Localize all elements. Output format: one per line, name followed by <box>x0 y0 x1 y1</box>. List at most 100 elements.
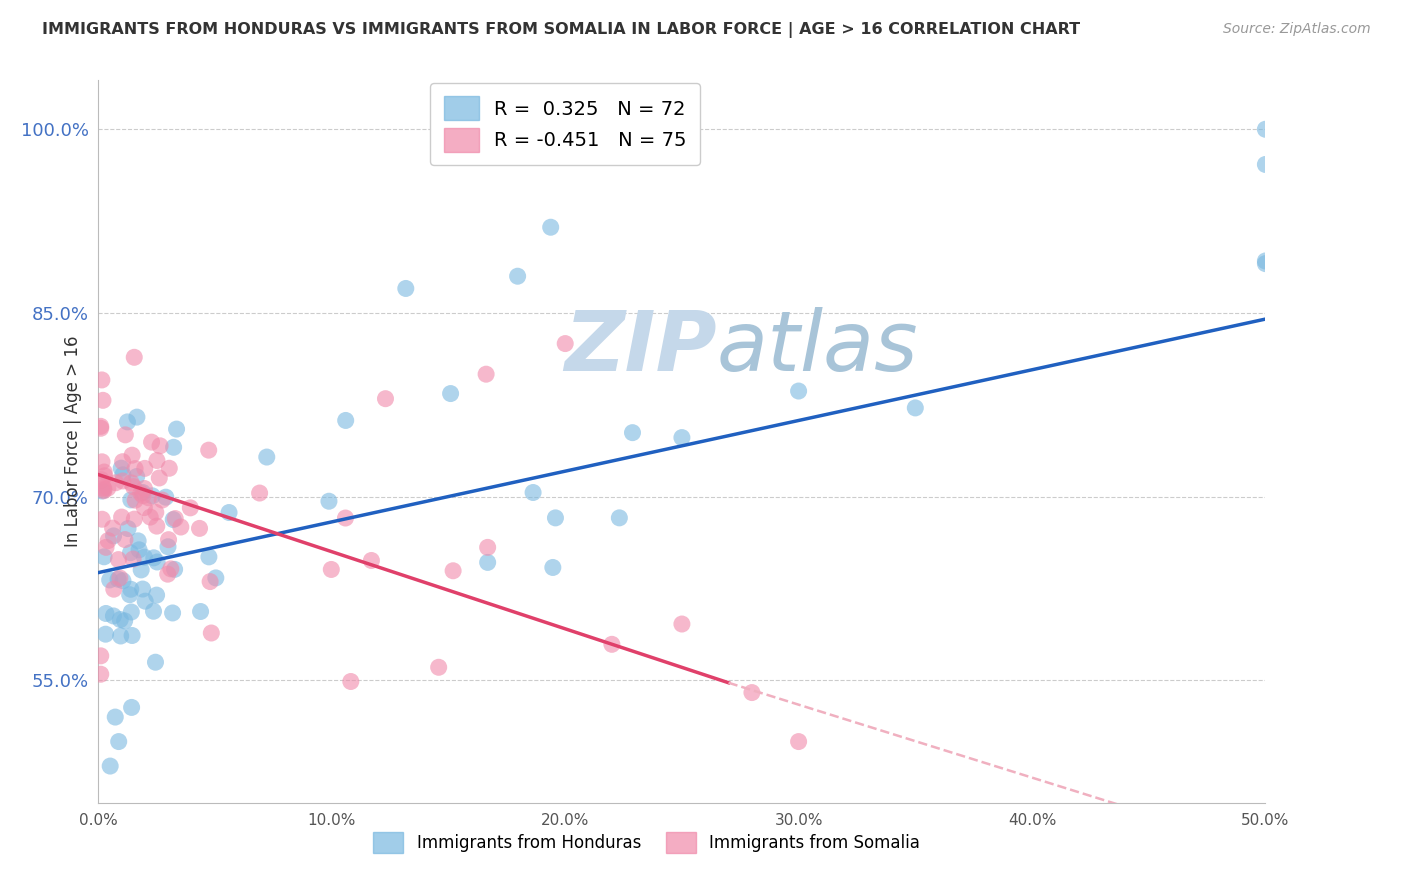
Point <box>98 573 121 587</box>
Point <box>120 475 142 490</box>
Point <box>139 510 162 524</box>
Point <box>91 483 114 498</box>
Point <box>1254 257 1277 271</box>
Point <box>374 392 396 406</box>
Point <box>120 546 142 560</box>
Y-axis label: In Labor Force | Age > 16: In Labor Force | Age > 16 <box>63 335 82 548</box>
Point <box>162 440 184 454</box>
Point <box>1254 254 1277 268</box>
Point <box>104 710 127 724</box>
Point <box>506 269 529 284</box>
Point <box>146 555 169 569</box>
Point <box>477 555 499 569</box>
Point <box>124 512 146 526</box>
Point <box>157 533 180 547</box>
Point <box>107 572 129 586</box>
Point <box>114 533 136 547</box>
Point <box>131 582 153 596</box>
Text: IMMIGRANTS FROM HONDURAS VS IMMIGRANTS FROM SOMALIA IN LABOR FORCE | AGE > 16 CO: IMMIGRANTS FROM HONDURAS VS IMMIGRANTS F… <box>42 22 1080 38</box>
Point <box>522 485 544 500</box>
Point <box>148 471 170 485</box>
Point <box>150 493 173 508</box>
Point <box>107 552 129 566</box>
Point <box>340 674 363 689</box>
Point <box>190 605 212 619</box>
Point <box>134 461 156 475</box>
Point <box>477 541 499 555</box>
Point <box>205 571 228 585</box>
Point <box>94 627 117 641</box>
Point <box>166 422 188 436</box>
Point <box>170 520 193 534</box>
Point <box>541 560 564 574</box>
Point <box>609 511 631 525</box>
Point <box>90 421 112 435</box>
Point <box>94 607 117 621</box>
Point <box>395 281 418 295</box>
Point <box>111 474 134 488</box>
Point <box>128 542 150 557</box>
Point <box>787 384 810 398</box>
Point <box>117 415 139 429</box>
Point <box>256 450 278 464</box>
Point <box>90 667 112 681</box>
Point <box>122 351 145 365</box>
Point <box>114 428 136 442</box>
Point <box>157 461 180 475</box>
Point <box>122 480 145 494</box>
Point <box>129 486 152 500</box>
Point <box>540 220 562 235</box>
Point <box>110 613 132 627</box>
Point <box>110 510 132 524</box>
Point <box>93 481 115 495</box>
Point <box>198 549 221 564</box>
Point <box>475 367 498 381</box>
Point <box>335 511 357 525</box>
Point <box>124 461 146 475</box>
Point <box>132 489 155 503</box>
Point <box>145 505 167 519</box>
Point <box>165 511 187 525</box>
Point <box>318 494 340 508</box>
Point <box>600 637 623 651</box>
Point <box>121 448 143 462</box>
Point <box>741 685 763 699</box>
Point <box>90 419 112 434</box>
Point <box>91 455 114 469</box>
Point <box>427 660 450 674</box>
Point <box>904 401 927 415</box>
Point <box>134 482 156 496</box>
Point <box>197 443 219 458</box>
Point <box>249 486 271 500</box>
Point <box>90 473 112 487</box>
Point <box>439 386 461 401</box>
Point <box>441 564 464 578</box>
Legend: Immigrants from Honduras, Immigrants from Somalia: Immigrants from Honduras, Immigrants fro… <box>367 826 927 860</box>
Point <box>111 455 134 469</box>
Point <box>90 648 112 663</box>
Point <box>360 553 382 567</box>
Point <box>93 549 115 564</box>
Point <box>149 439 172 453</box>
Point <box>91 512 114 526</box>
Point <box>97 533 120 548</box>
Point <box>544 511 567 525</box>
Point <box>121 628 143 642</box>
Point <box>218 506 240 520</box>
Point <box>159 562 181 576</box>
Point <box>156 567 179 582</box>
Point <box>93 483 115 498</box>
Point <box>111 467 134 482</box>
Point <box>98 759 121 773</box>
Point <box>145 588 167 602</box>
Point <box>163 562 186 576</box>
Point <box>117 522 139 536</box>
Point <box>156 540 179 554</box>
Point <box>134 594 156 608</box>
Point <box>90 373 112 387</box>
Point <box>120 582 142 597</box>
Point <box>127 533 149 548</box>
Point <box>146 519 169 533</box>
Point <box>93 482 115 496</box>
Point <box>111 574 134 588</box>
